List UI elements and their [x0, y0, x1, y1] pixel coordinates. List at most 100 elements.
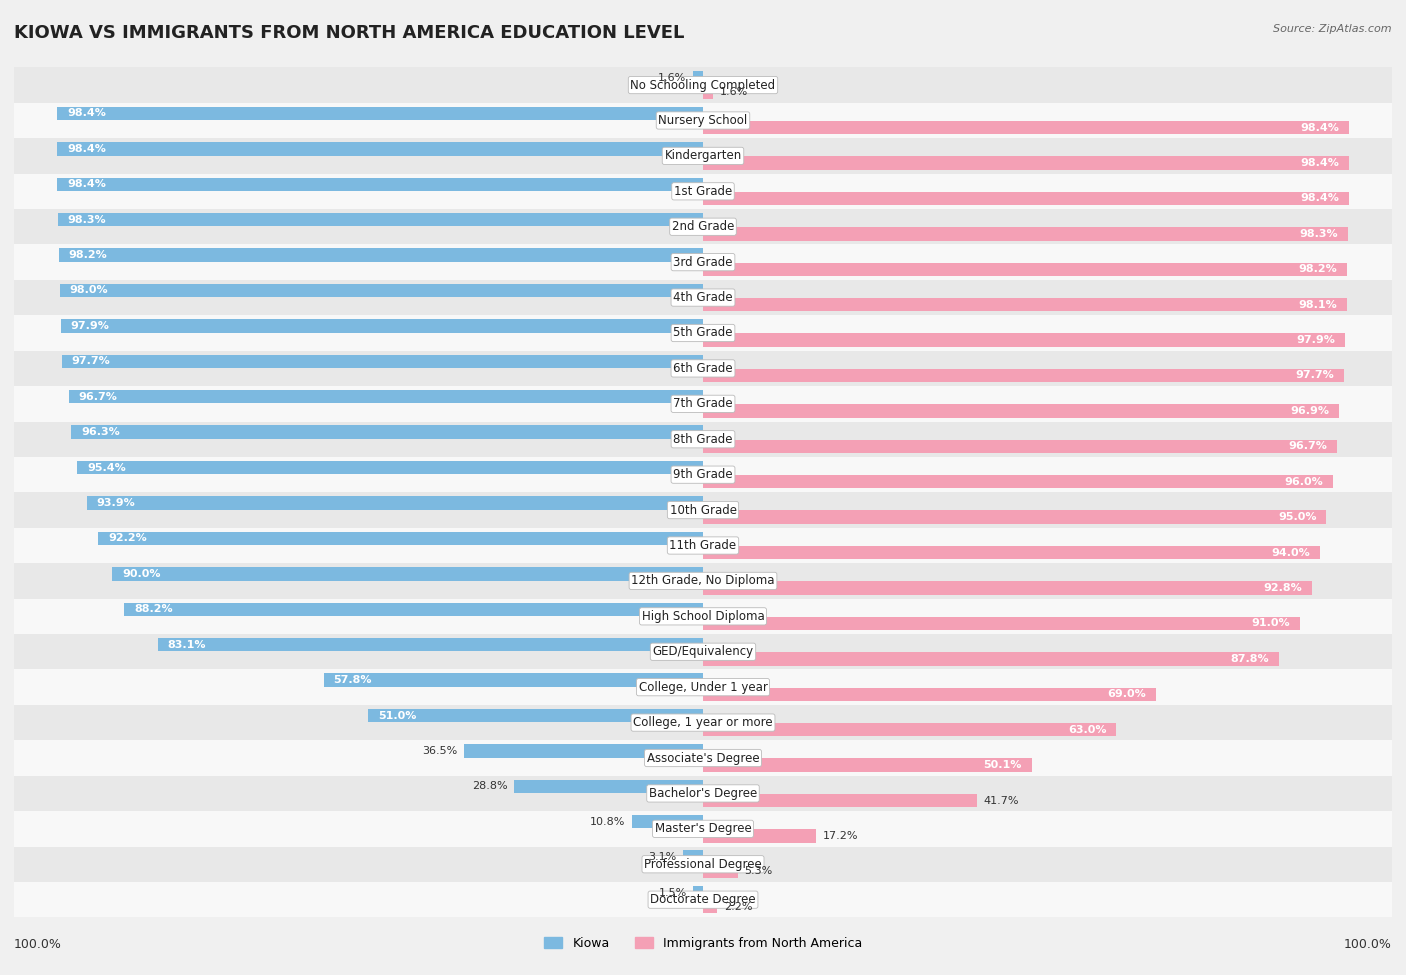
Bar [703, 333, 1346, 347]
Bar [703, 298, 1347, 311]
Text: 5.3%: 5.3% [744, 867, 772, 877]
Bar [0, 740, 1406, 776]
Bar [703, 440, 1337, 453]
Text: College, 1 year or more: College, 1 year or more [633, 716, 773, 729]
Bar [0, 670, 1406, 705]
Text: College, Under 1 year: College, Under 1 year [638, 681, 768, 693]
Bar [703, 262, 1347, 276]
Bar [58, 106, 703, 120]
Bar [72, 425, 703, 439]
Bar [703, 722, 1116, 736]
Bar [62, 355, 703, 368]
Bar [703, 156, 1348, 170]
Text: 41.7%: 41.7% [983, 796, 1019, 805]
Text: 98.4%: 98.4% [1301, 193, 1339, 204]
Bar [0, 174, 1406, 209]
Bar [693, 886, 703, 899]
Bar [633, 815, 703, 829]
Bar [58, 142, 703, 156]
Text: 98.4%: 98.4% [1301, 158, 1339, 168]
Text: 100.0%: 100.0% [1344, 938, 1392, 951]
Text: 2nd Grade: 2nd Grade [672, 220, 734, 233]
Bar [0, 634, 1406, 670]
Bar [0, 245, 1406, 280]
Bar [703, 865, 738, 878]
Bar [58, 177, 703, 191]
Text: 97.9%: 97.9% [70, 321, 110, 331]
Text: 83.1%: 83.1% [167, 640, 207, 649]
Bar [112, 567, 703, 580]
Bar [703, 511, 1326, 524]
Text: 98.3%: 98.3% [67, 214, 107, 224]
Text: 63.0%: 63.0% [1069, 724, 1107, 735]
Text: 90.0%: 90.0% [122, 568, 160, 579]
Bar [515, 780, 703, 793]
Bar [60, 284, 703, 297]
Bar [703, 369, 1344, 382]
Text: 3.1%: 3.1% [648, 852, 676, 862]
Bar [703, 687, 1156, 701]
Bar [58, 213, 703, 226]
Bar [0, 67, 1406, 102]
Text: 1.6%: 1.6% [658, 73, 686, 83]
Bar [0, 527, 1406, 564]
Text: Professional Degree: Professional Degree [644, 858, 762, 871]
Text: 92.8%: 92.8% [1264, 583, 1302, 593]
Text: 6th Grade: 6th Grade [673, 362, 733, 375]
Bar [0, 138, 1406, 174]
Text: 1.6%: 1.6% [720, 87, 748, 98]
Text: 3rd Grade: 3rd Grade [673, 255, 733, 269]
Bar [703, 121, 1348, 135]
Text: 97.7%: 97.7% [1295, 370, 1334, 380]
Bar [0, 386, 1406, 421]
Bar [464, 744, 703, 758]
Text: 12th Grade, No Diploma: 12th Grade, No Diploma [631, 574, 775, 587]
Bar [0, 209, 1406, 245]
Bar [703, 86, 713, 98]
Bar [0, 705, 1406, 740]
Text: 95.4%: 95.4% [87, 462, 125, 473]
Text: 94.0%: 94.0% [1271, 548, 1310, 558]
Text: No Schooling Completed: No Schooling Completed [630, 79, 776, 92]
Bar [124, 603, 703, 616]
Text: 5th Grade: 5th Grade [673, 327, 733, 339]
Text: Master's Degree: Master's Degree [655, 822, 751, 836]
Bar [703, 405, 1339, 417]
Bar [703, 617, 1301, 630]
Text: 2.2%: 2.2% [724, 902, 752, 912]
Bar [0, 846, 1406, 882]
Bar [703, 581, 1312, 595]
Bar [157, 638, 703, 651]
Bar [0, 102, 1406, 138]
Text: 96.9%: 96.9% [1289, 406, 1329, 416]
Text: 10.8%: 10.8% [591, 817, 626, 827]
Bar [59, 249, 703, 262]
Text: 97.7%: 97.7% [72, 356, 111, 367]
Text: 87.8%: 87.8% [1230, 654, 1270, 664]
Text: 98.0%: 98.0% [70, 286, 108, 295]
Bar [703, 652, 1279, 666]
Bar [0, 882, 1406, 917]
Text: 88.2%: 88.2% [134, 604, 173, 614]
Text: 96.7%: 96.7% [79, 392, 117, 402]
Text: 28.8%: 28.8% [472, 781, 508, 792]
Text: 98.4%: 98.4% [67, 179, 105, 189]
Bar [98, 531, 703, 545]
Bar [683, 850, 703, 864]
Bar [0, 457, 1406, 492]
Bar [87, 496, 703, 510]
Bar [60, 319, 703, 332]
Text: 11th Grade: 11th Grade [669, 539, 737, 552]
Bar [77, 461, 703, 474]
Text: 96.7%: 96.7% [1289, 442, 1327, 451]
Text: 7th Grade: 7th Grade [673, 398, 733, 410]
Bar [69, 390, 703, 404]
Text: Associate's Degree: Associate's Degree [647, 752, 759, 764]
Text: 8th Grade: 8th Grade [673, 433, 733, 446]
Text: Kindergarten: Kindergarten [665, 149, 741, 163]
Text: 51.0%: 51.0% [378, 711, 416, 721]
Text: 36.5%: 36.5% [422, 746, 457, 756]
Text: 69.0%: 69.0% [1107, 689, 1146, 699]
Text: Nursery School: Nursery School [658, 114, 748, 127]
Bar [0, 599, 1406, 634]
